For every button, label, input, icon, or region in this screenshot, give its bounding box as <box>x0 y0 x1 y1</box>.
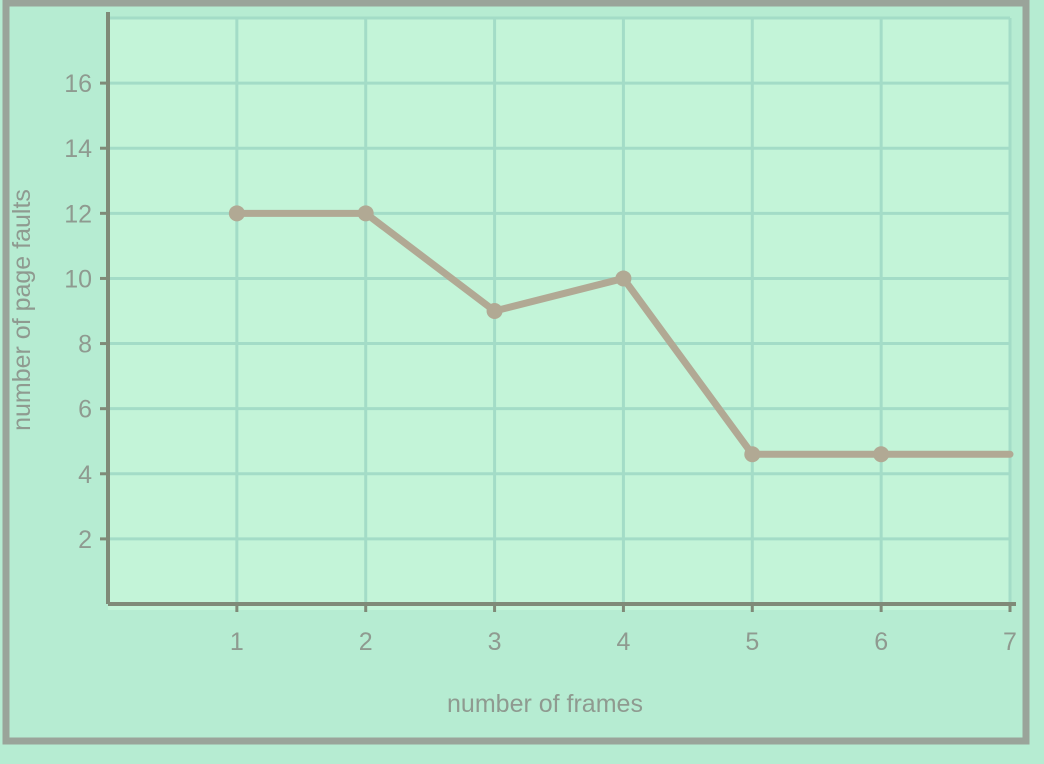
data-point <box>357 205 374 222</box>
data-point <box>228 205 245 222</box>
x-tick-label: 1 <box>230 628 244 656</box>
data-point <box>744 446 761 463</box>
data-point <box>615 270 632 287</box>
y-tick-label: 2 <box>78 526 92 554</box>
axes <box>100 12 1016 612</box>
x-tick-label: 5 <box>745 628 759 656</box>
y-tick-label: 4 <box>78 461 92 489</box>
y-axis-label: number of page faults <box>8 189 36 431</box>
x-tick-label: 3 <box>488 628 502 656</box>
y-tick-label: 14 <box>64 135 92 163</box>
y-tick-label: 6 <box>78 396 92 424</box>
y-tick-label: 16 <box>64 70 92 98</box>
data-point <box>873 446 890 463</box>
y-tick-label: 10 <box>64 265 92 293</box>
y-tick-label: 12 <box>64 200 92 228</box>
outer-frame <box>2 0 1030 745</box>
x-axis-label: number of frames <box>447 690 643 718</box>
x-tick-label: 2 <box>359 628 373 656</box>
x-tick-label: 6 <box>874 628 888 656</box>
data-point <box>486 303 503 319</box>
x-tick-label: 4 <box>616 628 630 656</box>
plot-area <box>108 18 1010 610</box>
y-tick-label: 8 <box>78 331 92 359</box>
series <box>228 205 1014 463</box>
x-tick-label: 7 <box>1003 628 1017 656</box>
